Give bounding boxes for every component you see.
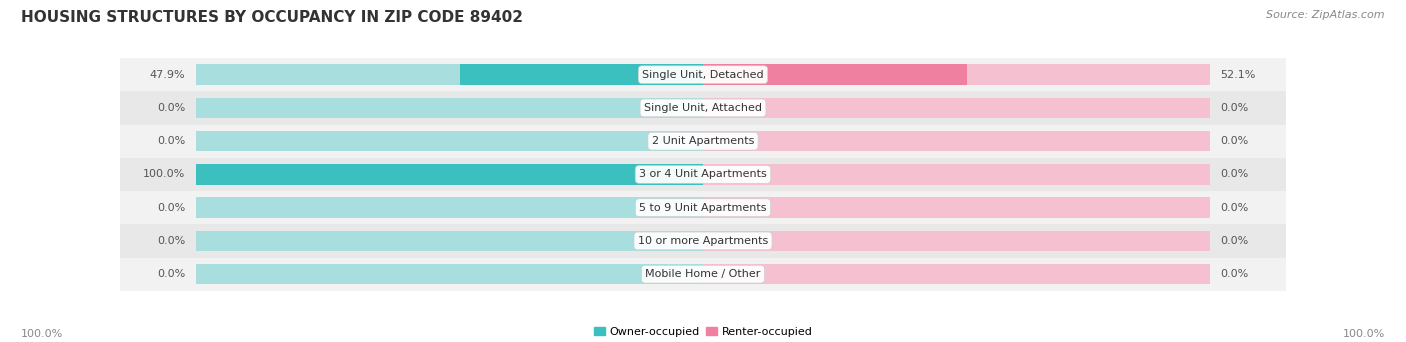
Text: Mobile Home / Other: Mobile Home / Other — [645, 269, 761, 279]
Text: 10 or more Apartments: 10 or more Apartments — [638, 236, 768, 246]
Bar — [120, 224, 1286, 258]
Bar — [460, 64, 703, 85]
Text: 5 to 9 Unit Apartments: 5 to 9 Unit Apartments — [640, 203, 766, 213]
Text: 0.0%: 0.0% — [1220, 136, 1249, 146]
Bar — [120, 158, 1286, 191]
Text: 100.0%: 100.0% — [143, 169, 186, 180]
Bar — [195, 131, 703, 152]
Text: Single Unit, Attached: Single Unit, Attached — [644, 103, 762, 113]
Text: 2 Unit Apartments: 2 Unit Apartments — [652, 136, 754, 146]
Text: 47.9%: 47.9% — [150, 70, 186, 80]
Legend: Owner-occupied, Renter-occupied: Owner-occupied, Renter-occupied — [589, 322, 817, 341]
Text: 52.1%: 52.1% — [1220, 70, 1256, 80]
Text: 3 or 4 Unit Apartments: 3 or 4 Unit Apartments — [640, 169, 766, 180]
Text: 0.0%: 0.0% — [1220, 236, 1249, 246]
Text: 0.0%: 0.0% — [157, 103, 186, 113]
Text: Single Unit, Detached: Single Unit, Detached — [643, 70, 763, 80]
Text: 0.0%: 0.0% — [157, 236, 186, 246]
Bar — [703, 197, 1211, 218]
Bar — [120, 258, 1286, 291]
Bar — [703, 264, 1211, 285]
Bar — [703, 64, 967, 85]
Bar — [703, 231, 1211, 251]
Bar — [120, 91, 1286, 124]
Bar — [195, 97, 703, 118]
Text: 100.0%: 100.0% — [1343, 329, 1385, 339]
Bar — [703, 97, 1211, 118]
Bar — [195, 264, 703, 285]
Text: 0.0%: 0.0% — [1220, 169, 1249, 180]
Text: HOUSING STRUCTURES BY OCCUPANCY IN ZIP CODE 89402: HOUSING STRUCTURES BY OCCUPANCY IN ZIP C… — [21, 10, 523, 25]
Bar — [195, 231, 703, 251]
Text: 100.0%: 100.0% — [21, 329, 63, 339]
Bar — [703, 131, 1211, 152]
Bar — [195, 164, 703, 185]
Text: 0.0%: 0.0% — [157, 136, 186, 146]
Bar — [120, 191, 1286, 224]
Bar — [703, 64, 1211, 85]
Text: 0.0%: 0.0% — [1220, 103, 1249, 113]
Bar — [195, 64, 703, 85]
Text: 0.0%: 0.0% — [1220, 269, 1249, 279]
Text: 0.0%: 0.0% — [157, 269, 186, 279]
Text: 0.0%: 0.0% — [157, 203, 186, 213]
Text: 0.0%: 0.0% — [1220, 203, 1249, 213]
Text: Source: ZipAtlas.com: Source: ZipAtlas.com — [1267, 10, 1385, 20]
Bar — [120, 124, 1286, 158]
Bar — [120, 58, 1286, 91]
Bar — [195, 197, 703, 218]
Bar — [195, 164, 703, 185]
Bar — [703, 164, 1211, 185]
